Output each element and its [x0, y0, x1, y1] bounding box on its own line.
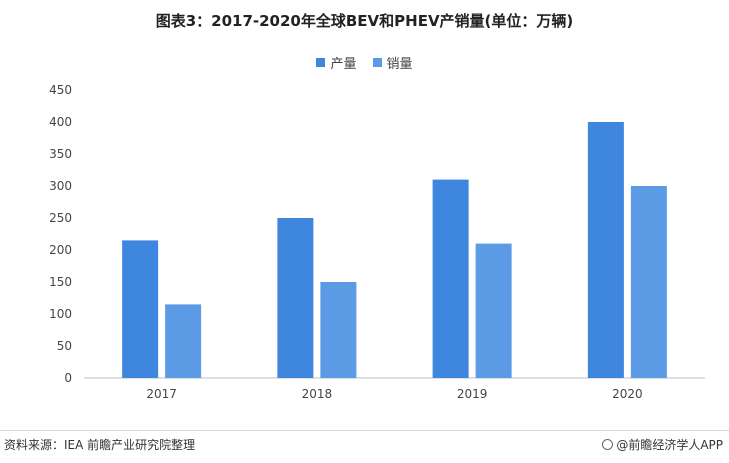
legend-item-sales: 销量: [372, 53, 413, 72]
footer-divider: [0, 430, 729, 431]
legend: 产量 销量: [0, 53, 729, 72]
chart-title: 图表3：2017-2020年全球BEV和PHEV产销量(单位：万辆): [155, 12, 574, 30]
legend-label-production: 产量: [330, 57, 357, 72]
y-tick-label-350: 350: [49, 147, 72, 161]
y-tick-label-450: 450: [49, 83, 72, 97]
bar-production-2018: [277, 218, 314, 378]
y-tick-label-0: 0: [64, 371, 72, 385]
y-tick-label-100: 100: [49, 307, 72, 321]
x-tick-label-2020: 2020: [612, 387, 643, 401]
source-note: 资料来源：IEA 前瞻产业研究院整理: [4, 438, 196, 452]
y-tick-label-50: 50: [57, 339, 72, 353]
y-tick-label-250: 250: [49, 211, 72, 225]
bar-sales-2020: [630, 186, 667, 378]
y-tick-label-200: 200: [49, 243, 72, 257]
x-tick-label-2019: 2019: [457, 387, 488, 401]
legend-swatch-sales: [372, 58, 382, 67]
y-tick-label-300: 300: [49, 179, 72, 193]
legend-item-production: 产量: [316, 53, 357, 72]
brand-text: @前瞻经济学人APP: [616, 438, 723, 452]
x-tick-label-2018: 2018: [302, 387, 333, 401]
legend-label-sales: 销量: [386, 57, 413, 72]
bar-sales-2018: [320, 282, 357, 378]
brand-logo-icon: [602, 439, 614, 450]
bar-sales-2019: [475, 243, 512, 378]
brand-credit: @前瞻经济学人APP: [602, 436, 723, 453]
bar-production-2017: [122, 240, 159, 378]
y-tick-label-150: 150: [49, 275, 72, 289]
bar-production-2019: [432, 179, 469, 378]
x-tick-label-2017: 2017: [146, 387, 177, 401]
legend-swatch-production: [316, 58, 326, 67]
bar-production-2020: [587, 122, 624, 378]
y-tick-label-400: 400: [49, 115, 72, 129]
bar-sales-2017: [165, 304, 202, 378]
